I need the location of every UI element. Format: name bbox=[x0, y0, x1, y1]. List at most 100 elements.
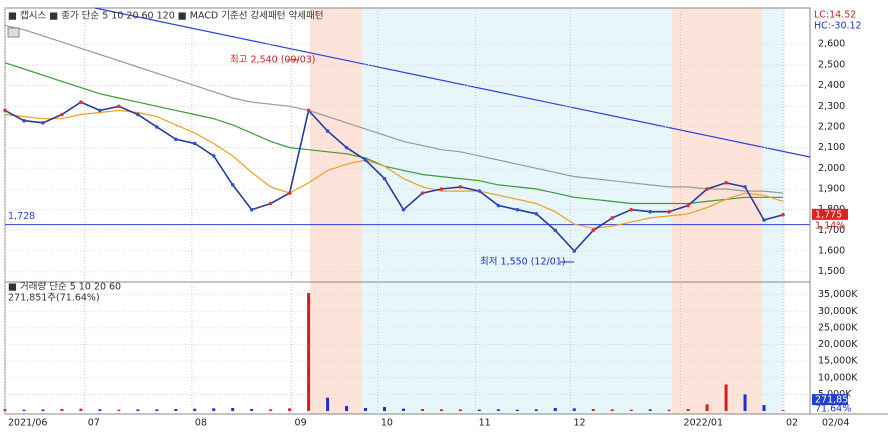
close-point bbox=[306, 108, 311, 113]
volume-bar bbox=[667, 409, 671, 411]
close-point bbox=[724, 180, 728, 185]
volume-bar bbox=[553, 408, 557, 411]
close-point bbox=[382, 176, 387, 181]
close-point bbox=[173, 137, 178, 142]
marks bbox=[3, 25, 810, 411]
volume-bar bbox=[648, 409, 652, 411]
price-line bbox=[4, 109, 784, 229]
low-annotation: 최저 1,550 (12/01) bbox=[480, 257, 566, 268]
trend-line bbox=[94, 7, 811, 158]
band-blue bbox=[762, 8, 785, 414]
y-tick-label: 1,600 bbox=[818, 246, 845, 257]
volume-bar bbox=[743, 394, 747, 411]
price-line bbox=[4, 62, 783, 205]
volume-bar bbox=[364, 408, 368, 411]
x-tick-label: 11 bbox=[479, 418, 491, 429]
close-point bbox=[344, 145, 349, 150]
volume-bar bbox=[686, 409, 690, 411]
volume-bar bbox=[212, 408, 216, 411]
volume-bar bbox=[174, 409, 178, 411]
y2-tick-label: 30,000K bbox=[818, 306, 858, 317]
close-point bbox=[287, 191, 292, 195]
y2-tick-label: 15,000K bbox=[818, 356, 858, 367]
close-point bbox=[686, 203, 690, 208]
close-point bbox=[211, 154, 216, 158]
band-pink bbox=[310, 8, 362, 414]
volume-bar bbox=[572, 408, 576, 411]
close-point bbox=[230, 183, 235, 187]
y-tick-label: 1,500 bbox=[818, 266, 845, 277]
volume-bar bbox=[477, 409, 481, 411]
close-point bbox=[325, 129, 330, 133]
volume-bar bbox=[41, 409, 45, 411]
close-point bbox=[667, 209, 671, 214]
close-point bbox=[610, 216, 615, 220]
close-point bbox=[401, 207, 406, 212]
price-line bbox=[4, 25, 784, 194]
close-point bbox=[629, 207, 633, 212]
volume-bar bbox=[326, 397, 330, 411]
close-point bbox=[363, 158, 368, 162]
volume-bar bbox=[458, 409, 462, 411]
close-point bbox=[136, 112, 140, 117]
close-point bbox=[591, 228, 596, 233]
y-tick-label: 1,900 bbox=[818, 183, 845, 194]
volume-bar bbox=[591, 409, 595, 411]
close-point bbox=[762, 218, 766, 222]
close-point bbox=[477, 189, 482, 193]
last-volume-box bbox=[812, 394, 848, 406]
volume-bar bbox=[705, 404, 709, 411]
last-volume-label: 271,851 bbox=[815, 395, 854, 406]
last-volume-pct: 71.64% bbox=[815, 404, 851, 415]
close-point bbox=[3, 108, 7, 113]
volume-bar bbox=[250, 409, 254, 411]
grid bbox=[4, 8, 810, 414]
x-tick-label: 12 bbox=[573, 418, 585, 429]
volume-bar bbox=[781, 410, 785, 411]
close-point bbox=[98, 108, 102, 113]
close-point bbox=[192, 141, 197, 146]
x-tick-label: 2022/01 bbox=[684, 418, 723, 429]
close-point bbox=[648, 209, 652, 214]
volume-bar bbox=[439, 409, 443, 411]
volume-bar bbox=[534, 409, 538, 411]
volume-bar bbox=[231, 408, 235, 411]
hc-label: HC:-30.12 bbox=[814, 21, 862, 32]
close-point bbox=[22, 118, 26, 123]
close-point bbox=[705, 187, 709, 191]
volume-bar bbox=[496, 409, 500, 411]
volume-bar bbox=[269, 409, 273, 411]
y2-tick-label: 25,000K bbox=[818, 322, 858, 333]
close-point bbox=[41, 120, 45, 125]
volume-bar bbox=[345, 406, 349, 411]
close-point bbox=[268, 201, 273, 206]
band-pink bbox=[672, 8, 762, 414]
y-tick-label: 2,000 bbox=[818, 163, 845, 174]
volume-bar bbox=[629, 409, 633, 411]
volume-bar bbox=[724, 384, 728, 411]
last-price-label: 1,775 bbox=[815, 209, 842, 220]
panel-icon bbox=[7, 27, 20, 38]
last-change: 1.14% bbox=[815, 220, 845, 231]
volume-bar bbox=[193, 408, 197, 411]
x-tick-label: 08 bbox=[195, 418, 207, 429]
high-annotation: 최고 2,540 (09/03) bbox=[230, 55, 316, 66]
y-tick-label: 2,200 bbox=[818, 121, 845, 132]
volume-bar bbox=[383, 407, 387, 411]
close-point bbox=[420, 191, 425, 195]
x-tick-label: 07 bbox=[88, 418, 100, 429]
volume-bar bbox=[3, 409, 7, 411]
y2-tick-label: 20,000K bbox=[818, 339, 858, 350]
y-tick-label: 2,500 bbox=[818, 59, 845, 70]
volume-bar bbox=[117, 409, 121, 411]
y-tick-label: 1,700 bbox=[818, 225, 845, 236]
y2-tick-label: 35,000K bbox=[818, 289, 858, 300]
close-point bbox=[249, 207, 254, 212]
price-line bbox=[4, 101, 784, 253]
volume-bar bbox=[762, 405, 766, 411]
y-tick-label: 2,600 bbox=[818, 39, 845, 50]
close-point bbox=[439, 187, 444, 191]
y2-tick-label: 10,000K bbox=[818, 372, 858, 383]
volume-legend: ■ 거래량 단순 5 10 20 60 bbox=[8, 281, 121, 293]
y-tick-label: 2,300 bbox=[818, 101, 845, 112]
